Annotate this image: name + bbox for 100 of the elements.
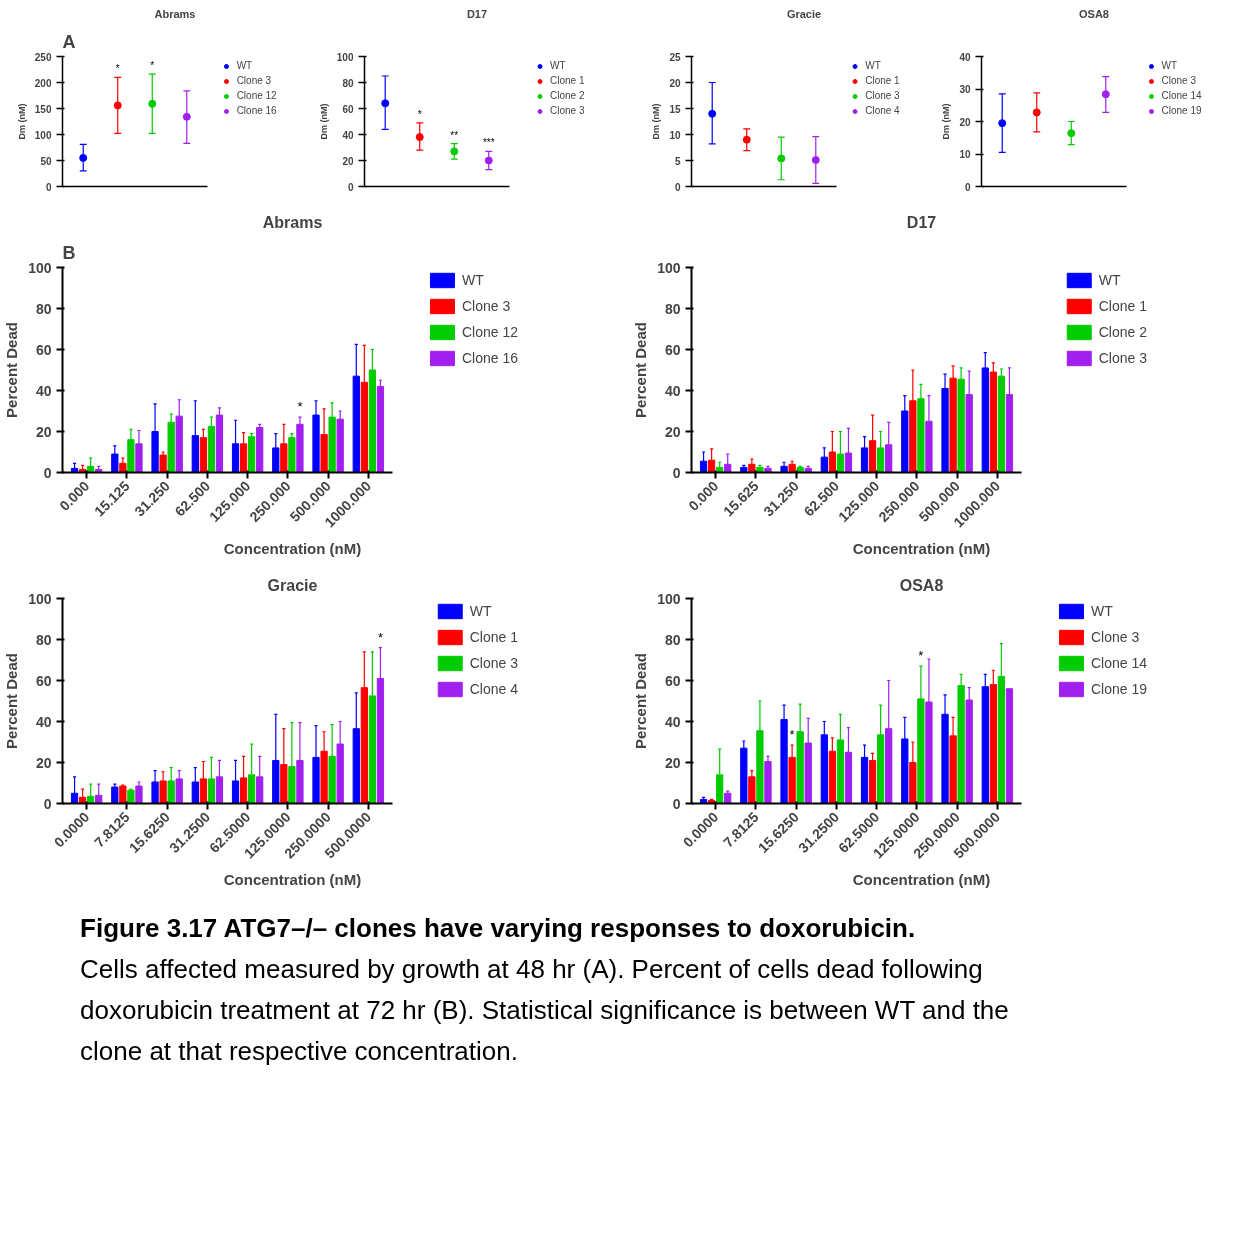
y-tick-label: 200 [34,77,52,89]
x-axis-title: Concentration (nM) [852,539,991,557]
y-axis-title: Percent Dead [3,322,21,418]
y-tick-label: 50 [40,155,52,167]
y-tick-label: 100 [657,259,681,276]
y-axis-title: Dm (nM) [651,103,662,140]
legend-label: Clone 4 [469,681,518,697]
legend-label: Clone 16 [461,350,518,366]
y-axis-title: Percent Dead [632,322,650,418]
y-axis-title: Dm (nM) [940,103,951,140]
legend-label: Clone 16 [236,105,277,116]
legend-label: Clone 1 [469,629,518,645]
y-tick-label: 60 [341,103,354,115]
data-label: * [789,727,795,743]
legend-label: Clone 14 [1161,90,1202,101]
y-tick-label: 0 [45,181,52,193]
legend-label: Clone 1 [865,75,900,86]
y-tick-label: 0 [674,181,681,193]
data-label: * [918,648,924,664]
legend-label: Clone 3 [1161,75,1196,86]
y-tick-label: 100 [657,590,681,607]
chart-title: D17 [466,7,487,20]
legend-label: Clone 14 [1090,655,1147,671]
text: A [62,31,76,52]
y-tick-label: 60 [35,341,52,358]
y-tick-label: 0 [347,181,354,193]
y-tick-label: 40 [664,382,681,399]
y-tick-label: 0 [672,464,681,481]
y-tick-label: 20 [664,423,681,440]
y-tick-label: 20 [35,423,52,440]
y-tick-label: 0 [43,464,52,481]
y-tick-label: 100 [336,51,354,63]
data-label: * [115,63,120,75]
y-tick-label: 100 [28,259,52,276]
y-axis-title: Percent Dead [3,653,21,749]
legend-label: Clone 2 [550,90,585,101]
data-label: * [377,629,383,645]
legend-label: WT [1098,272,1121,288]
data-label: * [417,108,422,120]
y-tick-label: 40 [35,382,52,399]
chart-title: OSA8 [1078,7,1109,20]
text: Figure 3.17 ATG7–/– clones have varying responses to doxorubicin. [80,912,916,943]
legend-label: Clone 12 [236,90,277,101]
y-axis-title: Dm (nM) [318,103,329,140]
chart-title: Gracie [786,7,822,20]
y-tick-label: 250 [34,51,52,63]
chart-title: Abrams [262,213,323,231]
legend-label: Clone 12 [461,324,518,340]
y-tick-label: 30 [958,84,971,95]
y-tick-label: 80 [35,300,52,317]
y-tick-label: 0 [672,795,681,812]
legend-label: Clone 1 [550,75,585,86]
y-tick-label: 5 [674,155,681,167]
y-axis-title: Dm (nM) [16,103,27,140]
y-tick-label: 20 [669,77,681,89]
chart-title: Gracie [267,576,318,594]
legend-label: WT [236,60,254,71]
legend-label: Clone 3 [469,655,518,671]
legend-label: Clone 3 [236,75,272,86]
legend-label: WT [550,60,567,71]
y-tick-label: 100 [28,590,52,607]
y-tick-label: 15 [669,103,681,115]
y-tick-label: 10 [669,129,681,141]
legend-label: Clone 3 [550,105,585,116]
legend-label: Clone 4 [865,105,900,116]
y-tick-label: 20 [341,155,354,167]
legend-label: WT [461,272,484,288]
y-tick-label: 0 [964,181,971,193]
y-tick-label: 80 [35,631,52,648]
y-tick-label: 40 [341,129,354,141]
legend-label: Clone 3 [1098,350,1147,366]
y-axis-title: Percent Dead [632,653,650,749]
legend-label: Clone 19 [1161,105,1202,116]
y-tick-label: 20 [35,754,52,771]
legend-label: WT [865,60,882,71]
y-tick-label: 10 [958,149,971,160]
y-tick-label: 80 [341,77,354,89]
y-tick-label: 20 [664,754,681,771]
chart-title: D17 [906,213,937,231]
x-axis-title: Concentration (nM) [852,870,991,888]
chart-title: OSA8 [899,576,944,594]
data-label: *** [482,137,495,149]
y-tick-label: 40 [664,713,681,730]
y-tick-label: 80 [664,300,681,317]
y-tick-label: 150 [34,103,52,115]
legend-label: WT [469,603,492,619]
y-tick-label: 60 [664,341,681,358]
y-tick-label: 25 [669,51,681,63]
legend-label: WT [1090,603,1113,619]
legend-label: Clone 3 [1090,629,1140,645]
y-tick-label: 60 [35,672,52,689]
data-label: * [150,60,155,72]
y-tick-label: 100 [34,129,52,141]
text: B [62,242,76,263]
y-tick-label: 80 [664,631,681,648]
y-tick-label: 40 [958,51,971,63]
text: Cells affected measured by growth at 48 hr (A). Percent of cells dead following doxorubicin treatment at 72 hr (B). Statistical significance is between WT and the clone at that respective concentration. [80,953,1009,1066]
data-label: * [297,399,303,415]
legend-label: WT [1161,60,1178,71]
y-tick-label: 60 [664,672,681,689]
